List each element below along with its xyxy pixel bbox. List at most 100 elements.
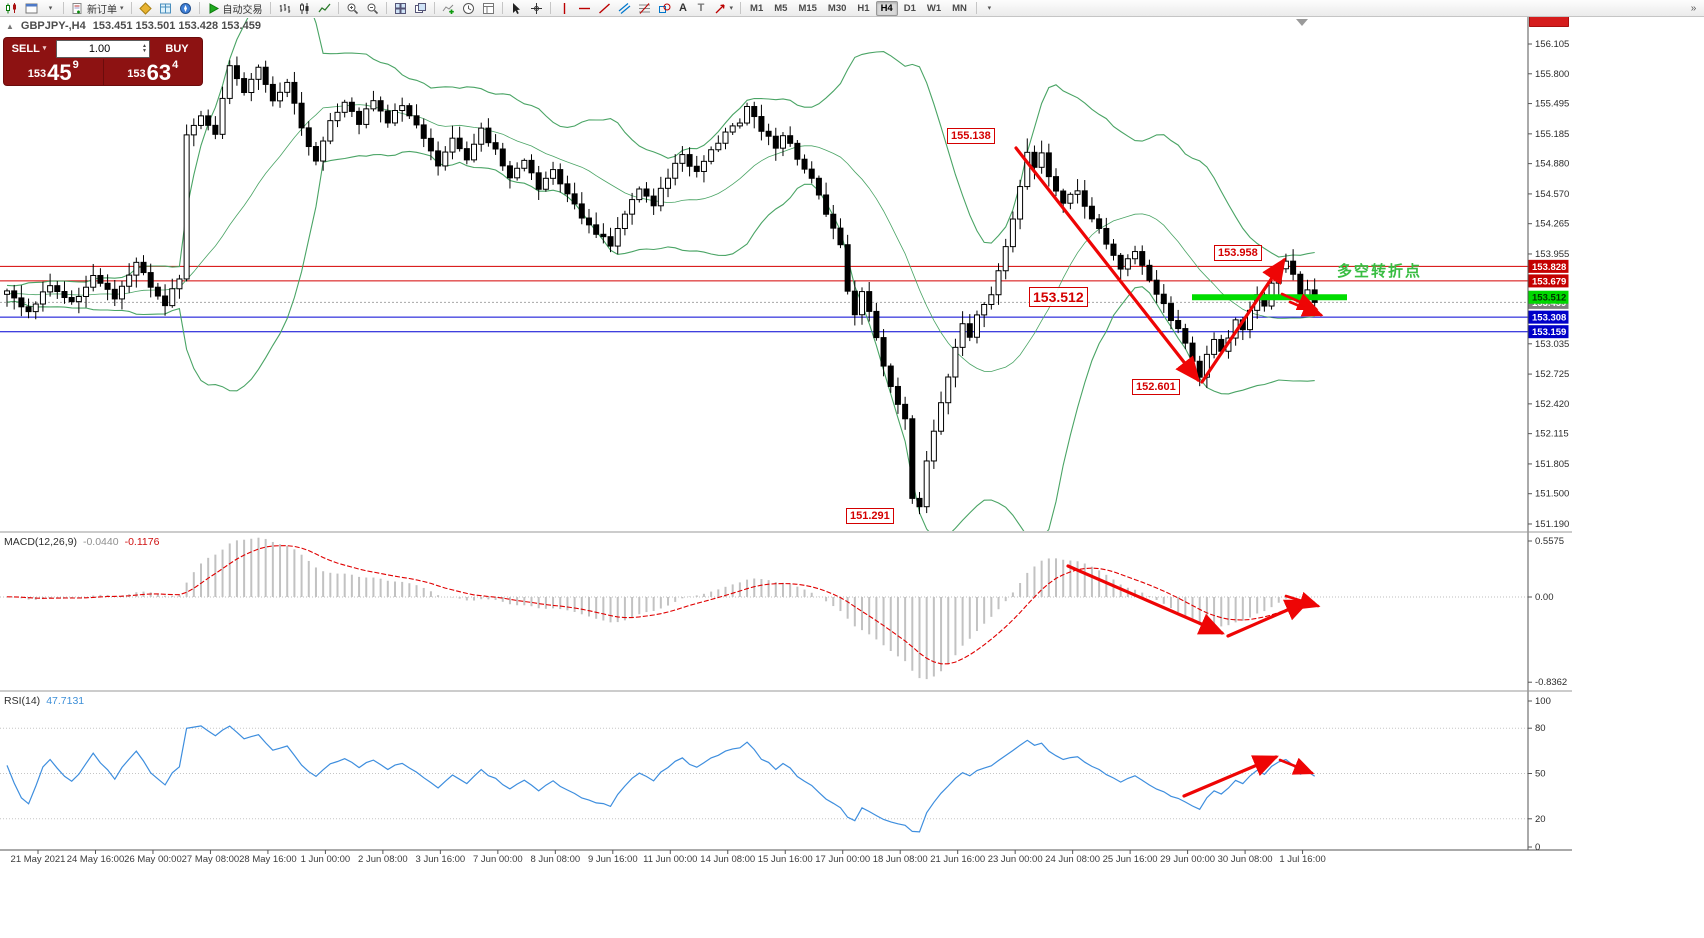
new-order-icon	[72, 2, 82, 14]
vertical-line-icon	[563, 2, 565, 14]
label-tool-button[interactable]: T	[693, 1, 710, 16]
indicators-button[interactable]	[439, 1, 458, 16]
caret-down-icon: ▾	[42, 45, 47, 52]
new-chart-icon	[6, 2, 16, 13]
horizontal-line-tool-button[interactable]	[575, 1, 594, 16]
timeframes-dropdown-button[interactable]: ▾	[981, 1, 998, 16]
arrows-tool-button[interactable]: ▾	[711, 1, 737, 16]
profiles-dropdown-button[interactable]: ▾	[42, 1, 59, 16]
chart-profiles-button[interactable]	[22, 1, 41, 16]
buy-button[interactable]: BUY	[152, 43, 202, 55]
indicators-icon	[442, 4, 454, 14]
svg-text:2 Jun 08:00: 2 Jun 08:00	[358, 854, 408, 865]
zoom-out-button[interactable]	[363, 1, 382, 16]
tf-m1-button[interactable]: M1	[745, 1, 768, 16]
autotrade-button[interactable]: 自动交易	[204, 1, 266, 16]
periods-button[interactable]	[459, 1, 478, 16]
lot-spinner[interactable]: ▲ ▼	[142, 43, 149, 54]
svg-text:151.805: 151.805	[1535, 459, 1569, 470]
tf-w1-button[interactable]: W1	[922, 1, 946, 16]
svg-text:0.00: 0.00	[1535, 592, 1554, 603]
templates-icon	[482, 2, 494, 14]
zoom-out-icon	[367, 3, 378, 14]
svg-text:-0.8362: -0.8362	[1535, 677, 1567, 688]
cursor-icon	[512, 2, 520, 14]
new-chart-button[interactable]	[2, 1, 21, 16]
lot-size-input[interactable]: 1.00 ▲ ▼	[56, 39, 150, 58]
toolbar-separator	[975, 2, 977, 14]
svg-text:154.880: 154.880	[1535, 159, 1569, 170]
autotrade-label: 自动交易	[222, 4, 263, 16]
shapes-icon	[658, 3, 671, 13]
fibonacci-tool-button[interactable]	[635, 1, 654, 16]
svg-text:23 Jun 00:00: 23 Jun 00:00	[988, 854, 1043, 865]
svg-text:15 Jun 16:00: 15 Jun 16:00	[758, 854, 813, 865]
buy-label: BUY	[165, 42, 189, 55]
horizontal-line-icon	[578, 7, 590, 9]
tf-m5-button[interactable]: M5	[769, 1, 792, 16]
svg-text:20: 20	[1535, 814, 1546, 825]
channel-tool-button[interactable]	[615, 1, 634, 16]
one-click-toggle[interactable]: ▲	[6, 21, 14, 31]
line-chart-button[interactable]	[315, 1, 334, 16]
sell-button[interactable]: SELL ▾	[4, 43, 54, 55]
text-tool-button[interactable]: A	[675, 1, 692, 16]
svg-text:153.955: 153.955	[1535, 249, 1569, 260]
shapes-tool-button[interactable]	[655, 1, 674, 16]
trend-note-text[interactable]: 多空转折点	[1337, 263, 1423, 280]
tf-m30-button[interactable]: M30	[823, 1, 851, 16]
tf-mn-button[interactable]: MN	[947, 1, 972, 16]
tf-h4-button[interactable]: H4	[875, 0, 898, 16]
buy-price-button[interactable]: 153 63 4	[102, 59, 203, 85]
data-window-button[interactable]	[156, 1, 175, 16]
navigator-icon	[179, 2, 191, 14]
svg-text:155.185: 155.185	[1535, 129, 1569, 140]
toolbar-separator	[63, 2, 64, 14]
chart-symbol-title: GBPJPY-,H4	[20, 20, 86, 32]
toolbar-separator	[740, 2, 742, 14]
annotation-level-label[interactable]: 153.512	[1029, 287, 1088, 307]
market-watch-button[interactable]	[136, 1, 155, 16]
lot-value: 1.00	[88, 42, 111, 55]
axis-alert-marker[interactable]	[1529, 14, 1569, 27]
navigator-button[interactable]	[176, 1, 195, 16]
vertical-line-tool-button[interactable]	[555, 1, 574, 16]
svg-text:153.159: 153.159	[1532, 327, 1566, 338]
line-chart-icon	[317, 3, 331, 12]
zoom-in-button[interactable]	[343, 1, 362, 16]
annotation-swing-low-label[interactable]: 152.601	[1132, 379, 1180, 395]
data-window-icon	[159, 3, 171, 13]
new-order-button[interactable]: 新订单 ▾	[68, 1, 127, 16]
crosshair-tool-button[interactable]	[527, 1, 546, 16]
candlestick-chart-button[interactable]	[295, 1, 314, 16]
cursor-tool-button[interactable]	[507, 1, 526, 16]
sell-price-prefix: 153	[27, 68, 47, 80]
svg-text:152.725: 152.725	[1535, 369, 1569, 380]
bar-chart-button[interactable]	[275, 1, 294, 16]
svg-text:153.512: 153.512	[1532, 293, 1566, 304]
tf-d1-button[interactable]: D1	[899, 1, 921, 16]
trendline-tool-button[interactable]	[595, 1, 614, 16]
svg-text:26 May 00:00: 26 May 00:00	[124, 854, 182, 865]
svg-text:29 Jun 00:00: 29 Jun 00:00	[1160, 854, 1215, 865]
toolbar-overflow-button[interactable]: »	[1685, 1, 1702, 16]
toolbar-separator	[337, 2, 339, 14]
caret-down-icon: ▾	[729, 4, 734, 12]
annotation-bottom-label[interactable]: 151.291	[846, 508, 894, 524]
annotation-swing-high-label[interactable]: 153.958	[1214, 245, 1262, 261]
tf-m15-button[interactable]: M15	[793, 1, 821, 16]
tf-h1-button[interactable]: H1	[852, 1, 874, 16]
macd-indicator-label: MACD(12,26,9) -0.0440 -0.1176	[4, 536, 159, 548]
annotation-peak-label[interactable]: 155.138	[947, 128, 995, 144]
svg-text:151.500: 151.500	[1535, 489, 1569, 500]
svg-text:1 Jun 00:00: 1 Jun 00:00	[301, 854, 351, 865]
templates-button[interactable]	[479, 1, 498, 16]
tile-windows-button[interactable]	[391, 1, 410, 16]
sell-price-button[interactable]: 153 45 9	[4, 59, 103, 85]
cascade-windows-button[interactable]	[411, 1, 430, 16]
buy-price-sup: 4	[172, 59, 179, 71]
macd-main-value: -0.0440	[82, 536, 119, 548]
svg-text:18 Jun 08:00: 18 Jun 08:00	[873, 854, 928, 865]
sell-price-sup: 9	[72, 59, 79, 71]
